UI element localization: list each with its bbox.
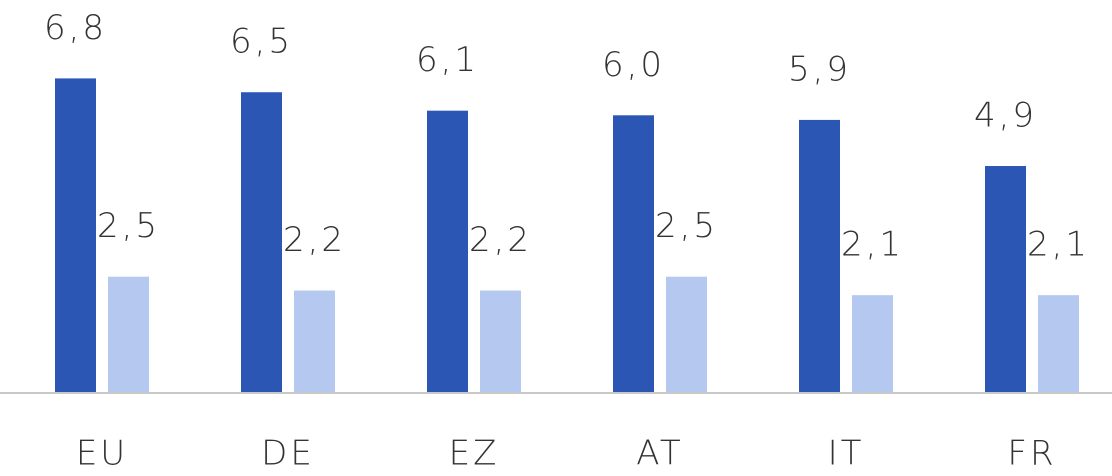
bar [1038, 295, 1079, 392]
bar [799, 119, 840, 392]
data-label: 2,5 [655, 206, 718, 246]
data-label: 6,1 [416, 40, 479, 80]
data-label: 6,5 [230, 22, 293, 62]
data-label: 4,9 [974, 96, 1037, 136]
bar [852, 295, 893, 392]
bar [666, 276, 707, 392]
x-tick-label: IT [828, 434, 865, 474]
bar [480, 290, 521, 392]
data-label: 2,1 [1027, 225, 1090, 265]
data-label: 5,9 [788, 49, 851, 89]
x-tick-label: EZ [449, 434, 500, 474]
data-label: 2,2 [469, 220, 532, 260]
bar [241, 92, 282, 392]
data-label: 6,0 [602, 45, 665, 85]
bar [985, 166, 1026, 392]
x-tick-label: DE [261, 434, 315, 474]
bar [427, 110, 468, 393]
bar [613, 115, 654, 392]
data-label: 2,2 [283, 220, 346, 260]
x-tick-label: EU [76, 434, 128, 474]
bar [108, 276, 149, 392]
data-label: 2,1 [841, 225, 904, 265]
x-tick-label: AT [636, 434, 683, 474]
data-label: 6,8 [44, 8, 107, 48]
data-label: 2,5 [97, 206, 160, 246]
bar [294, 290, 335, 392]
x-tick-label: FR [1007, 434, 1056, 474]
bar [55, 78, 96, 393]
